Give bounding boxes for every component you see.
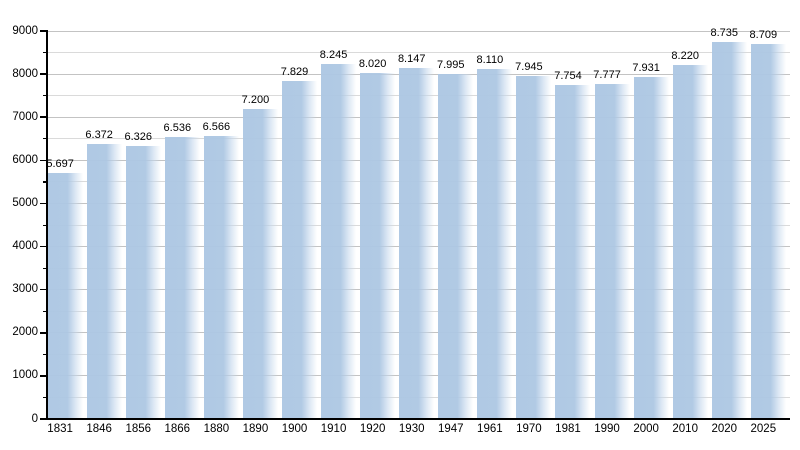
x-tick-label-1890: 1890 [242,423,269,435]
x-axis [45,418,790,420]
y-minor-tick-6500 [43,138,47,140]
y-major-tick-1000 [40,375,47,377]
bar-value-label-1880: 6.566 [202,120,231,133]
y-tick-label-7000: 7000 [12,110,38,123]
x-tick-label-1981: 1981 [555,423,581,435]
gridline-minor-8500 [48,52,790,54]
x-tick-label-1856: 1856 [125,423,152,435]
x-tick-label-1846: 1846 [86,423,112,435]
bar-1890 [242,108,282,418]
x-tick-label-1866: 1866 [164,423,191,435]
y-tick-label-6000: 6000 [12,153,38,166]
bar-value-label-1970: 7.945 [515,61,543,74]
bar-1970 [516,76,556,418]
bar-2020 [711,42,751,418]
y-tick-label-1000: 1000 [12,369,38,382]
bar-1831 [47,173,87,418]
bar-value-label-1856: 6.326 [124,131,152,144]
bar-value-label-1930: 8.147 [397,52,426,65]
bar-2000 [633,77,673,418]
bar-1856 [125,146,165,418]
x-tick-label-2025: 2025 [750,423,777,435]
y-major-tick-2000 [40,331,47,334]
y-major-tick-9000 [40,30,47,32]
y-tick-label-4000: 4000 [12,240,38,253]
y-minor-tick-8500 [43,52,47,54]
y-tick-label-5000: 5000 [12,196,38,209]
y-major-tick-3000 [40,288,47,291]
bar-1880 [203,135,243,418]
x-tick-label-2020: 2020 [711,423,738,435]
x-tick-label-1910: 1910 [320,423,347,435]
y-major-tick-4000 [40,245,47,248]
x-tick-label-2010: 2010 [672,423,698,435]
x-tick-label-1930: 1930 [398,423,425,435]
bar-2025 [750,43,790,418]
y-major-tick-6000 [40,159,47,162]
bar-value-label-1846: 6.372 [85,129,113,142]
bar-1846 [86,144,126,418]
y-tick-label-3000: 3000 [12,283,38,296]
y-minor-tick-500 [43,396,47,399]
y-major-tick-5000 [40,202,47,205]
bar-value-label-1866: 6.536 [163,122,192,135]
bar-value-label-1990: 7.777 [593,68,621,81]
x-tick-label-1970: 1970 [516,423,542,435]
bar-1900 [281,81,322,418]
bar-1866 [164,137,204,418]
bar-value-label-1890: 7.200 [241,93,270,106]
y-major-tick-8000 [40,73,47,75]
y-minor-tick-3500 [43,267,47,269]
y-tick-label-0: 0 [31,412,38,425]
y-major-tick-0 [40,418,47,420]
bar-1930 [399,67,439,418]
x-tick-label-1831: 1831 [47,423,73,435]
bar-value-label-2025: 8.709 [749,28,778,41]
x-tick-label-2000: 2000 [633,423,659,435]
y-minor-tick-2500 [43,310,47,312]
bar-value-label-2000: 7.931 [632,62,660,75]
bar-value-label-2010: 8.220 [671,49,699,62]
bar-1990 [594,83,634,418]
y-minor-tick-4500 [43,224,47,226]
bar-value-label-1961: 8.110 [476,54,504,67]
y-tick-label-2000: 2000 [12,326,38,339]
bar-value-label-1920: 8.020 [358,58,387,71]
x-tick-label-1900: 1900 [281,423,308,435]
bar-value-label-1981: 7.754 [554,69,582,82]
bar-value-label-1910: 8.245 [319,48,348,61]
bar-value-label-1947: 7.995 [437,59,465,72]
bar-1961 [477,69,517,418]
gridline-major-9000 [48,30,790,32]
y-minor-tick-7500 [43,95,47,97]
x-tick-label-1880: 1880 [203,423,230,435]
bar-value-label-1831: 5.697 [46,158,74,171]
bar-value-label-2020: 8.735 [710,27,739,40]
bar-2010 [672,64,712,418]
bar-1981 [555,84,595,418]
y-tick-label-8000: 8000 [12,67,38,80]
x-tick-label-1990: 1990 [594,423,620,435]
x-tick-label-1920: 1920 [359,423,386,435]
y-major-tick-7000 [40,116,47,119]
y-minor-tick-5500 [43,181,47,183]
y-tick-label-9000: 9000 [12,24,38,37]
bar-1920 [360,73,400,418]
bar-1947 [438,74,478,418]
y-minor-tick-1500 [43,353,47,356]
bar-1910 [321,63,361,418]
x-tick-label-1961: 1961 [477,423,503,435]
bar-value-label-1900: 7.829 [280,66,309,79]
x-tick-label-1947: 1947 [437,423,464,435]
